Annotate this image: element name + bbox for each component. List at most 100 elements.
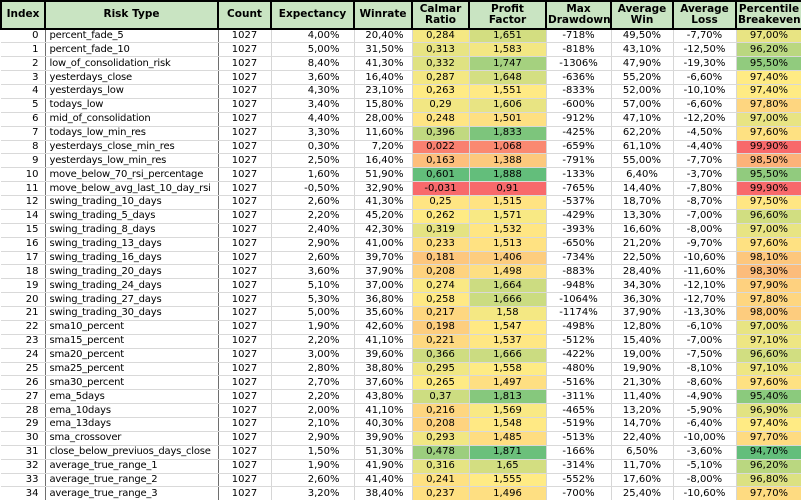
max_drawdown-cell[interactable]: -516% bbox=[546, 375, 612, 391]
winrate-cell[interactable]: 36,80% bbox=[354, 292, 413, 307]
index-cell[interactable]: 0 bbox=[1, 29, 46, 44]
percentile_breakeven-cell[interactable]: 99,90% bbox=[736, 140, 801, 155]
percentile_breakeven-cell[interactable]: 96,90% bbox=[736, 403, 801, 418]
average_win-cell[interactable]: 21,30% bbox=[611, 375, 674, 391]
winrate-cell[interactable]: 35,60% bbox=[354, 306, 413, 321]
percentile_breakeven-cell[interactable]: 98,50% bbox=[736, 153, 801, 169]
expectancy-cell[interactable]: 3,60% bbox=[271, 70, 355, 85]
average_win-cell[interactable]: 11,70% bbox=[611, 459, 674, 474]
index-cell[interactable]: 25 bbox=[1, 362, 46, 377]
max_drawdown-cell[interactable]: -818% bbox=[546, 42, 612, 58]
count-cell[interactable]: 1027 bbox=[218, 126, 272, 141]
expectancy-cell[interactable]: 2,60% bbox=[271, 473, 355, 488]
expectancy-cell[interactable]: 5,00% bbox=[271, 42, 355, 58]
profit_factor-cell[interactable]: 1,58 bbox=[469, 306, 547, 321]
calmar_ratio-cell[interactable]: 0,181 bbox=[412, 251, 470, 266]
winrate-cell[interactable]: 41,30% bbox=[354, 195, 413, 210]
risk_type-cell[interactable]: average_true_range_2 bbox=[45, 473, 219, 488]
count-cell[interactable]: 1027 bbox=[218, 251, 272, 266]
average_loss-cell[interactable]: -4,90% bbox=[673, 389, 737, 405]
expectancy-cell[interactable]: 5,30% bbox=[271, 292, 355, 307]
count-cell[interactable]: 1027 bbox=[218, 292, 272, 307]
risk_type-cell[interactable]: move_below_avg_last_10_day_rsi bbox=[45, 181, 219, 196]
winrate-cell[interactable]: 41,00% bbox=[354, 237, 413, 252]
count-cell[interactable]: 1027 bbox=[218, 334, 272, 349]
column-header-calmar_ratio[interactable]: Calmar Ratio bbox=[411, 0, 470, 30]
max_drawdown-cell[interactable]: -912% bbox=[546, 112, 612, 127]
expectancy-cell[interactable]: 2,90% bbox=[271, 237, 355, 252]
average_loss-cell[interactable]: -9,70% bbox=[673, 237, 737, 252]
count-cell[interactable]: 1027 bbox=[218, 209, 272, 224]
index-cell[interactable]: 9 bbox=[1, 153, 46, 169]
expectancy-cell[interactable]: 3,30% bbox=[271, 126, 355, 141]
count-cell[interactable]: 1027 bbox=[218, 459, 272, 474]
count-cell[interactable]: 1027 bbox=[218, 348, 272, 363]
percentile_breakeven-cell[interactable]: 97,80% bbox=[736, 98, 801, 113]
average_win-cell[interactable]: 19,90% bbox=[611, 362, 674, 377]
average_win-cell[interactable]: 25,40% bbox=[611, 486, 674, 500]
winrate-cell[interactable]: 45,20% bbox=[354, 209, 413, 224]
profit_factor-cell[interactable]: 1,555 bbox=[469, 473, 547, 488]
winrate-cell[interactable]: 41,30% bbox=[354, 56, 413, 72]
winrate-cell[interactable]: 38,40% bbox=[354, 486, 413, 500]
profit_factor-cell[interactable]: 0,91 bbox=[469, 181, 547, 196]
profit_factor-cell[interactable]: 1,583 bbox=[469, 42, 547, 58]
index-cell[interactable]: 3 bbox=[1, 70, 46, 85]
expectancy-cell[interactable]: 4,00% bbox=[271, 29, 355, 44]
count-cell[interactable]: 1027 bbox=[218, 223, 272, 238]
percentile_breakeven-cell[interactable]: 97,00% bbox=[736, 223, 801, 238]
average_loss-cell[interactable]: -8,00% bbox=[673, 223, 737, 238]
average_win-cell[interactable]: 12,80% bbox=[611, 320, 674, 335]
average_loss-cell[interactable]: -6,40% bbox=[673, 417, 737, 432]
count-cell[interactable]: 1027 bbox=[218, 320, 272, 335]
expectancy-cell[interactable]: 2,50% bbox=[271, 153, 355, 169]
risk_type-cell[interactable]: close_below_previuos_days_close bbox=[45, 445, 219, 460]
risk_type-cell[interactable]: mid_of_consolidation bbox=[45, 112, 219, 127]
percentile_breakeven-cell[interactable]: 96,80% bbox=[736, 473, 801, 488]
average_loss-cell[interactable]: -13,30% bbox=[673, 306, 737, 321]
count-cell[interactable]: 1027 bbox=[218, 140, 272, 155]
column-header-max_drawdown[interactable]: Max Drawdown bbox=[545, 0, 612, 30]
count-cell[interactable]: 1027 bbox=[218, 153, 272, 169]
index-cell[interactable]: 30 bbox=[1, 431, 46, 446]
average_loss-cell[interactable]: -12,50% bbox=[673, 42, 737, 58]
calmar_ratio-cell[interactable]: 0,396 bbox=[412, 126, 470, 141]
average_loss-cell[interactable]: -10,10% bbox=[673, 84, 737, 99]
winrate-cell[interactable]: 39,90% bbox=[354, 431, 413, 446]
index-cell[interactable]: 2 bbox=[1, 56, 46, 72]
winrate-cell[interactable]: 40,30% bbox=[354, 417, 413, 432]
count-cell[interactable]: 1027 bbox=[218, 195, 272, 210]
index-cell[interactable]: 7 bbox=[1, 126, 46, 141]
max_drawdown-cell[interactable]: -422% bbox=[546, 348, 612, 363]
max_drawdown-cell[interactable]: -1174% bbox=[546, 306, 612, 321]
average_loss-cell[interactable]: -8,10% bbox=[673, 362, 737, 377]
profit_factor-cell[interactable]: 1,497 bbox=[469, 375, 547, 391]
expectancy-cell[interactable]: 1,90% bbox=[271, 459, 355, 474]
max_drawdown-cell[interactable]: -700% bbox=[546, 486, 612, 500]
calmar_ratio-cell[interactable]: 0,198 bbox=[412, 320, 470, 335]
calmar_ratio-cell[interactable]: 0,316 bbox=[412, 459, 470, 474]
index-cell[interactable]: 5 bbox=[1, 98, 46, 113]
winrate-cell[interactable]: 37,60% bbox=[354, 375, 413, 391]
count-cell[interactable]: 1027 bbox=[218, 112, 272, 127]
expectancy-cell[interactable]: 4,40% bbox=[271, 112, 355, 127]
index-cell[interactable]: 32 bbox=[1, 459, 46, 474]
winrate-cell[interactable]: 16,40% bbox=[354, 153, 413, 169]
profit_factor-cell[interactable]: 1,569 bbox=[469, 403, 547, 418]
count-cell[interactable]: 1027 bbox=[218, 362, 272, 377]
average_loss-cell[interactable]: -7,50% bbox=[673, 348, 737, 363]
percentile_breakeven-cell[interactable]: 97,10% bbox=[736, 362, 801, 377]
index-cell[interactable]: 12 bbox=[1, 195, 46, 210]
count-cell[interactable]: 1027 bbox=[218, 237, 272, 252]
max_drawdown-cell[interactable]: -650% bbox=[546, 237, 612, 252]
max_drawdown-cell[interactable]: -480% bbox=[546, 362, 612, 377]
risk_type-cell[interactable]: sma25_percent bbox=[45, 362, 219, 377]
winrate-cell[interactable]: 16,40% bbox=[354, 70, 413, 85]
risk_type-cell[interactable]: move_below_70_rsi_percentage bbox=[45, 167, 219, 183]
average_loss-cell[interactable]: -3,60% bbox=[673, 445, 737, 460]
profit_factor-cell[interactable]: 1,547 bbox=[469, 320, 547, 335]
max_drawdown-cell[interactable]: -718% bbox=[546, 29, 612, 44]
index-cell[interactable]: 26 bbox=[1, 375, 46, 391]
average_win-cell[interactable]: 57,00% bbox=[611, 98, 674, 113]
index-cell[interactable]: 16 bbox=[1, 237, 46, 252]
